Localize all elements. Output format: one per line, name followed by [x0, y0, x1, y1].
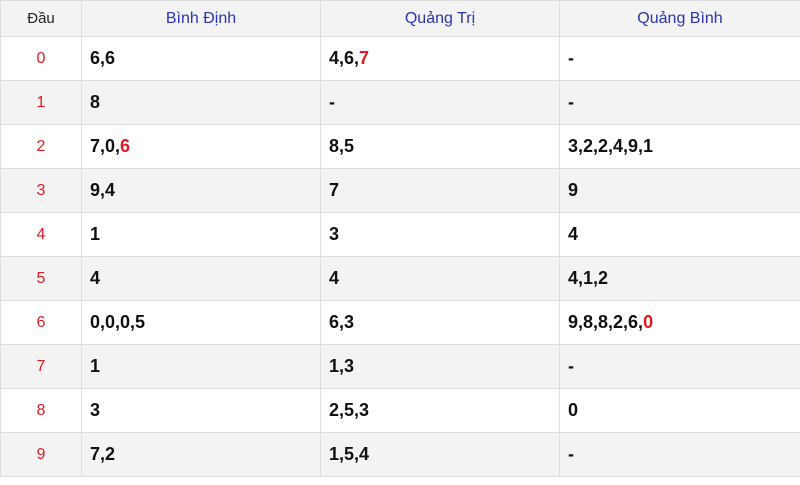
row-head-digit: 8 — [0, 388, 82, 433]
cell-digits: - — [568, 48, 574, 68]
cell-digits: - — [568, 92, 574, 112]
cell-digits: 0,0,0,5 — [90, 312, 146, 332]
table-row: 6 0,0,0,5 6,3 9,8,8,2,6,0 — [0, 300, 800, 345]
cell-digits: 6,3 — [329, 312, 355, 332]
cell-binh-dinh: 4 — [81, 256, 321, 301]
cell-quang-binh: 0 — [559, 388, 800, 433]
table-row: 5 4 4 4,1,2 — [0, 256, 800, 301]
cell-quang-tri: 7 — [320, 168, 560, 213]
table-row: 9 7,2 1,5,4 - — [0, 432, 800, 477]
cell-binh-dinh: 7,0,6 — [81, 124, 321, 169]
cell-digits: 1,5,4 — [329, 444, 370, 464]
table-body: 0 6,6 4,6,7 - 1 8 - - 2 7,0,6 8,5 3,2,2,… — [0, 36, 800, 477]
cell-quang-binh: - — [559, 432, 800, 477]
cell-digits: 6,6 — [90, 48, 116, 68]
table-row: 4 1 3 4 — [0, 212, 800, 257]
cell-binh-dinh: 1 — [81, 344, 321, 389]
cell-quang-tri: 4,6,7 — [320, 36, 560, 81]
cell-binh-dinh: 7,2 — [81, 432, 321, 477]
header-binh-dinh: Bình Định — [81, 0, 321, 37]
cell-digits: 7,0, — [90, 136, 121, 156]
table-row: 2 7,0,6 8,5 3,2,2,4,9,1 — [0, 124, 800, 169]
cell-quang-tri: 4 — [320, 256, 560, 301]
row-head-digit: 6 — [0, 300, 82, 345]
cell-digits: - — [568, 356, 574, 376]
cell-quang-binh: - — [559, 80, 800, 125]
row-head-digit: 1 — [0, 80, 82, 125]
cell-quang-binh: 4 — [559, 212, 800, 257]
table-row: 7 1 1,3 - — [0, 344, 800, 389]
cell-quang-binh: 3,2,2,4,9,1 — [559, 124, 800, 169]
row-head-digit: 0 — [0, 36, 82, 81]
row-head-digit: 2 — [0, 124, 82, 169]
table-row: 1 8 - - — [0, 80, 800, 125]
table-header-row: Đầu Bình Định Quảng Trị Quảng Bình — [0, 0, 800, 37]
cell-quang-binh: 9,8,8,2,6,0 — [559, 300, 800, 345]
cell-digits: 4,1,2 — [568, 268, 609, 288]
header-quang-tri: Quảng Trị — [320, 0, 560, 37]
header-dau: Đầu — [0, 0, 82, 37]
row-head-digit: 4 — [0, 212, 82, 257]
cell-digits: - — [329, 92, 335, 112]
table-row: 0 6,6 4,6,7 - — [0, 36, 800, 81]
cell-digits: 7 — [329, 180, 340, 200]
cell-highlight-digit: 7 — [359, 48, 370, 68]
cell-quang-tri: - — [320, 80, 560, 125]
cell-digits: 0 — [568, 400, 579, 420]
cell-binh-dinh: 9,4 — [81, 168, 321, 213]
cell-binh-dinh: 1 — [81, 212, 321, 257]
cell-quang-tri: 8,5 — [320, 124, 560, 169]
cell-digits: - — [568, 444, 574, 464]
cell-quang-binh: - — [559, 344, 800, 389]
row-head-digit: 5 — [0, 256, 82, 301]
cell-digits: 2,5,3 — [329, 400, 370, 420]
cell-binh-dinh: 6,6 — [81, 36, 321, 81]
cell-quang-binh: 4,1,2 — [559, 256, 800, 301]
cell-quang-tri: 2,5,3 — [320, 388, 560, 433]
cell-digits: 4,6, — [329, 48, 360, 68]
cell-digits: 4 — [329, 268, 340, 288]
cell-quang-tri: 3 — [320, 212, 560, 257]
cell-digits: 7,2 — [90, 444, 116, 464]
cell-digits: 9,4 — [90, 180, 116, 200]
row-head-digit: 9 — [0, 432, 82, 477]
cell-highlight-digit: 0 — [643, 312, 654, 332]
cell-digits: 9,8,8,2,6, — [568, 312, 644, 332]
cell-digits: 3,2,2,4,9,1 — [568, 136, 654, 156]
cell-digits: 1,3 — [329, 356, 355, 376]
cell-highlight-digit: 6 — [120, 136, 131, 156]
cell-digits: 4 — [90, 268, 101, 288]
cell-digits: 1 — [90, 224, 101, 244]
table-row: 3 9,4 7 9 — [0, 168, 800, 213]
cell-digits: 3 — [90, 400, 101, 420]
table-row: 8 3 2,5,3 0 — [0, 388, 800, 433]
cell-digits: 4 — [568, 224, 579, 244]
cell-digits: 1 — [90, 356, 101, 376]
cell-quang-binh: 9 — [559, 168, 800, 213]
header-quang-binh: Quảng Bình — [559, 0, 800, 37]
cell-binh-dinh: 0,0,0,5 — [81, 300, 321, 345]
cell-quang-tri: 1,5,4 — [320, 432, 560, 477]
cell-digits: 8 — [90, 92, 101, 112]
cell-binh-dinh: 8 — [81, 80, 321, 125]
row-head-digit: 7 — [0, 344, 82, 389]
row-head-digit: 3 — [0, 168, 82, 213]
cell-digits: 3 — [329, 224, 340, 244]
cell-quang-binh: - — [559, 36, 800, 81]
cell-digits: 8,5 — [329, 136, 355, 156]
cell-digits: 9 — [568, 180, 579, 200]
cell-quang-tri: 1,3 — [320, 344, 560, 389]
cell-quang-tri: 6,3 — [320, 300, 560, 345]
cell-binh-dinh: 3 — [81, 388, 321, 433]
